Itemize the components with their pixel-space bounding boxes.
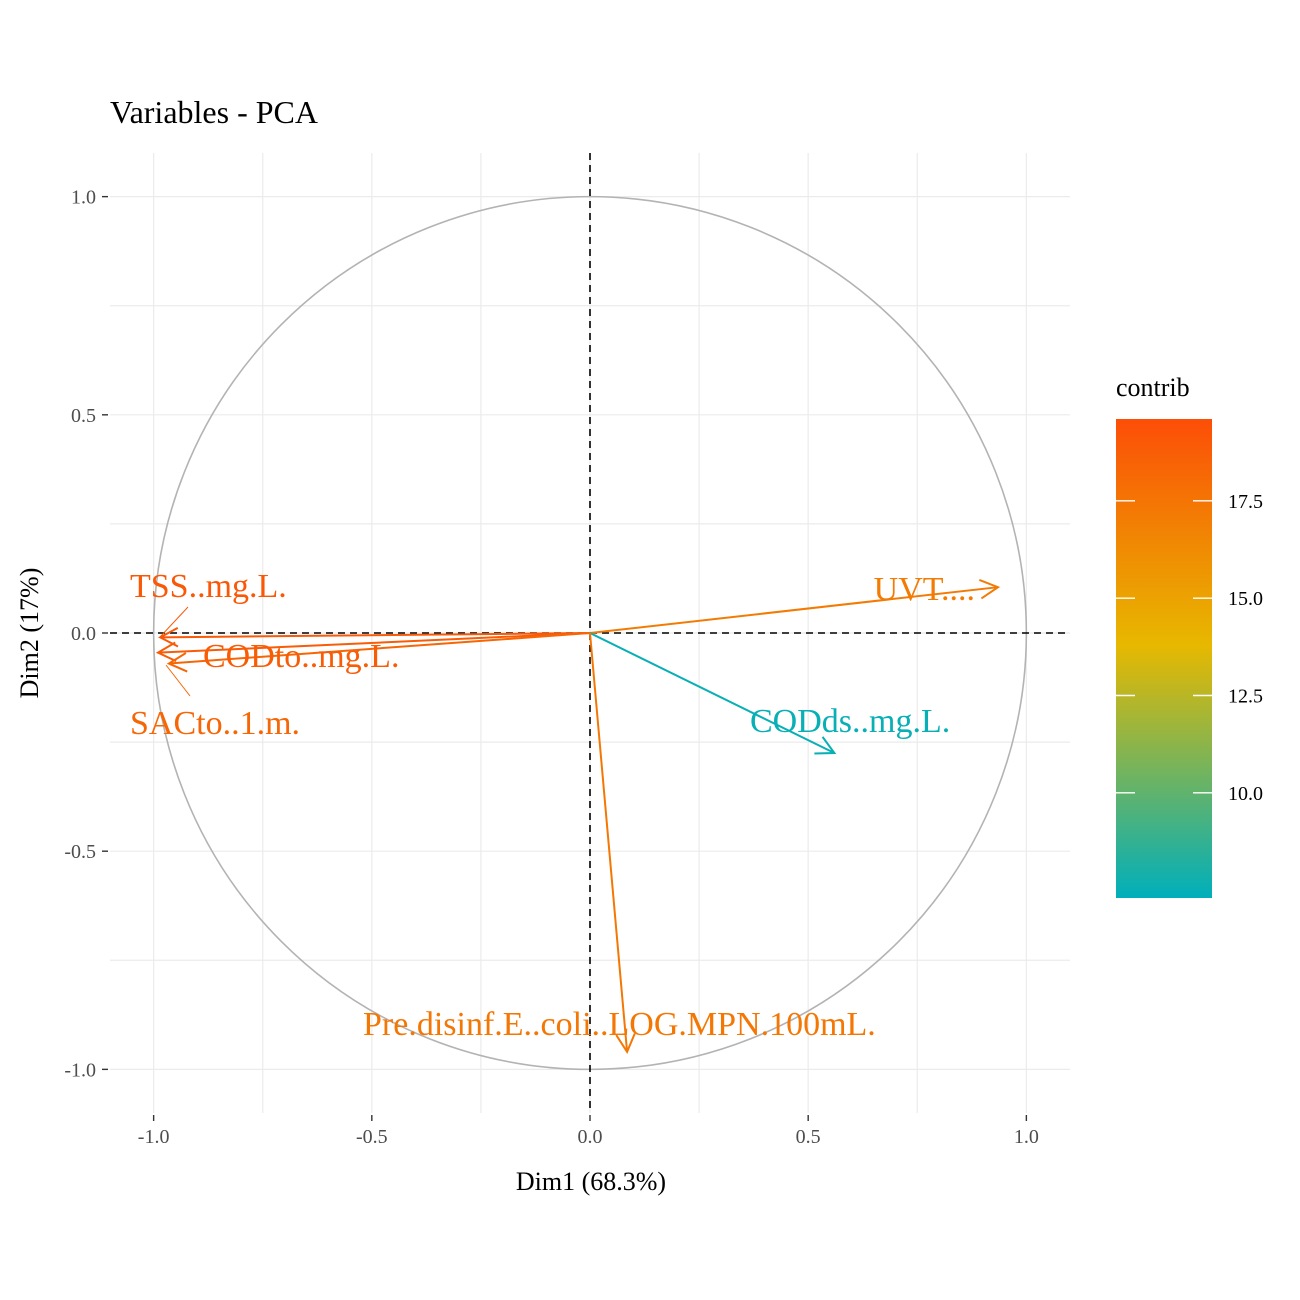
variable-arrow xyxy=(589,578,1001,634)
chart-title: Variables - PCA xyxy=(110,94,318,130)
variable-label: CODto..mg.L. xyxy=(203,638,399,675)
x-axis-title: Dim1 (68.3%) xyxy=(516,1167,666,1196)
x-tick-label: -0.5 xyxy=(356,1126,388,1148)
y-axis-title: Dim2 (17%) xyxy=(15,568,44,699)
y-tick-label: 1.0 xyxy=(71,187,96,209)
y-tick-label: 0.0 xyxy=(71,623,96,645)
x-tick-label: 0.5 xyxy=(796,1126,821,1148)
x-tick-label: 0.0 xyxy=(578,1126,603,1148)
y-tick-label: -0.5 xyxy=(64,841,96,863)
arrow-head xyxy=(814,736,837,755)
legend-ticks: 10.0 12.5 15.0 17.5 xyxy=(1116,491,1263,805)
x-axis-ticks: -1.0 -0.5 0.0 0.5 1.0 xyxy=(138,1115,1039,1148)
variable-arrow xyxy=(589,632,636,1055)
arrow-shaft xyxy=(589,632,835,754)
arrow-head xyxy=(979,578,1001,600)
legend-title: contrib xyxy=(1116,373,1190,402)
legend-tick-label: 12.5 xyxy=(1228,685,1263,707)
arrow-shaft xyxy=(589,632,629,1052)
arrow-head xyxy=(155,641,177,663)
label-leader-line xyxy=(165,664,191,697)
variable-label: TSS..mg.L. xyxy=(130,568,287,605)
x-tick-label: -1.0 xyxy=(138,1126,170,1148)
variable-label: SACto..1.m. xyxy=(130,705,300,742)
y-tick-label: 0.5 xyxy=(71,405,96,427)
contrib-legend: contrib 10.0 12.5 15.0 17.5 xyxy=(1116,373,1263,898)
variable-arrow xyxy=(155,632,591,663)
legend-tick-label: 10.0 xyxy=(1228,783,1263,805)
variable-labels: TSS..mg.L. CODto..mg.L. SACto..1.m. UVT....… xyxy=(130,568,975,1043)
legend-colorbar xyxy=(1116,419,1212,898)
y-axis-ticks: -1.0 -0.5 0.0 0.5 1.0 xyxy=(64,187,108,1081)
variable-arrow xyxy=(166,632,591,673)
arrow-shaft xyxy=(168,632,591,665)
variable-label: UVT.... xyxy=(874,571,975,608)
arrow-head xyxy=(166,652,188,673)
arrow-shaft xyxy=(157,632,591,654)
arrow-shaft xyxy=(589,586,999,634)
x-tick-label: 1.0 xyxy=(1014,1126,1039,1148)
y-tick-label: -1.0 xyxy=(64,1059,96,1081)
legend-tick-label: 17.5 xyxy=(1228,491,1263,513)
variable-label: Pre.disinf.E..coli..LOG.MPN.100mL. xyxy=(363,1006,876,1043)
variable-arrows xyxy=(155,578,1001,1055)
variable-arrow xyxy=(589,632,837,755)
variable-label: CODds..mg.L. xyxy=(750,703,950,740)
arrow-shaft xyxy=(160,632,591,639)
arrow-head xyxy=(615,1033,636,1055)
legend-tick-label: 15.0 xyxy=(1228,588,1263,610)
label-leader-line xyxy=(159,606,189,638)
